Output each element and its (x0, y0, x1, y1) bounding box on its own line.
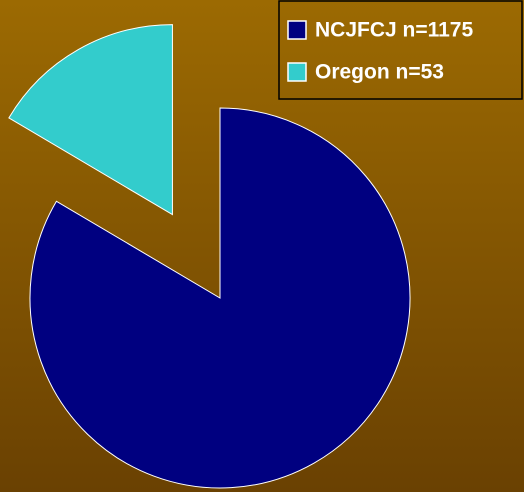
pie (8, 24, 411, 489)
legend-swatch (287, 20, 307, 40)
pie-slice (8, 24, 173, 216)
legend: NCJFCJ n=1175 Oregon n=53 (278, 0, 523, 100)
legend-swatch (287, 62, 307, 82)
legend-box (278, 0, 523, 100)
legend-label: NCJFCJ n=1175 (315, 19, 473, 42)
legend-label: Oregon n=53 (315, 61, 444, 84)
pie-slice (29, 107, 411, 489)
